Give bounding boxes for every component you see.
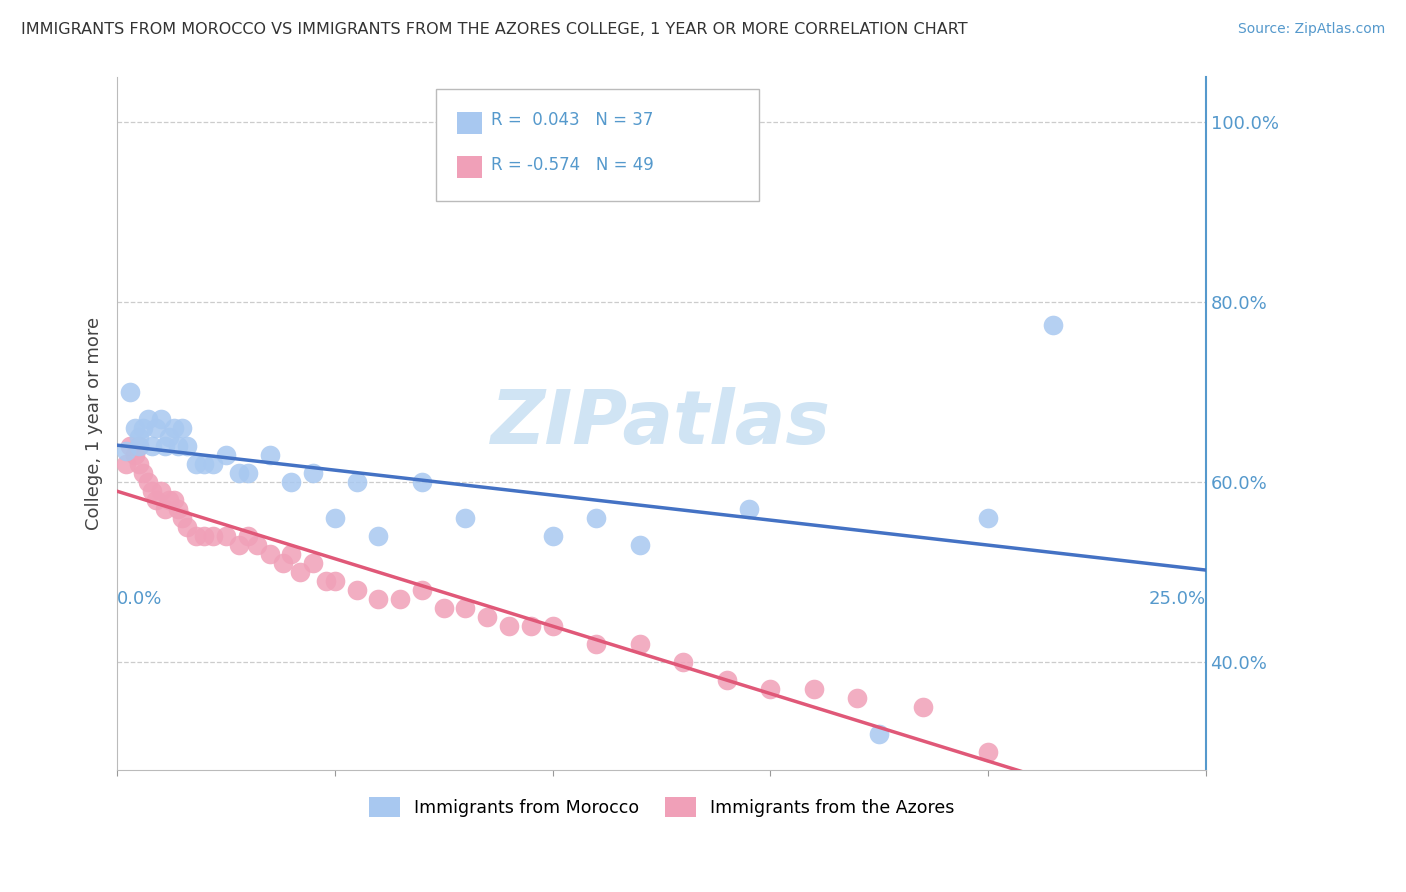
Point [228, 467, 250, 481]
Point [132, 421, 155, 435]
Point [302, 557, 325, 571]
Point [141, 439, 163, 453]
Point [163, 493, 186, 508]
Point [259, 547, 281, 561]
Point [868, 727, 890, 741]
Point [259, 449, 281, 463]
Point [302, 467, 325, 481]
Point [323, 574, 346, 589]
Text: IMMIGRANTS FROM MOROCCO VS IMMIGRANTS FROM THE AZORES COLLEGE, 1 YEAR OR MORE CO: IMMIGRANTS FROM MOROCCO VS IMMIGRANTS FR… [21, 22, 967, 37]
Point [280, 475, 302, 490]
Point [136, 475, 159, 490]
Point [346, 475, 368, 490]
Point [215, 449, 238, 463]
Point [201, 458, 224, 472]
Point [153, 439, 176, 453]
Point [236, 529, 259, 543]
Text: Source: ZipAtlas.com: Source: ZipAtlas.com [1237, 22, 1385, 37]
Point [477, 610, 499, 624]
Point [977, 745, 1000, 759]
Point [367, 592, 389, 607]
Point [433, 601, 456, 615]
Point [172, 421, 194, 435]
Point [228, 538, 250, 552]
Y-axis label: College, 1 year or more: College, 1 year or more [86, 318, 103, 531]
Point [716, 673, 738, 688]
Point [454, 601, 477, 615]
Point [541, 619, 564, 633]
Text: R =  0.043   N = 37: R = 0.043 N = 37 [491, 112, 652, 129]
Legend: Immigrants from Morocco, Immigrants from the Azores: Immigrants from Morocco, Immigrants from… [361, 790, 962, 824]
Point [132, 467, 155, 481]
Point [389, 592, 412, 607]
Point [120, 439, 142, 453]
Point [367, 529, 389, 543]
Point [159, 430, 181, 444]
Point [145, 421, 167, 435]
Point [149, 484, 172, 499]
Point [846, 691, 869, 706]
Point [271, 557, 294, 571]
Point [759, 682, 782, 697]
Point [201, 529, 224, 543]
Point [153, 502, 176, 516]
Point [124, 421, 146, 435]
Point [149, 412, 172, 426]
Point [323, 511, 346, 525]
Text: R = -0.574   N = 49: R = -0.574 N = 49 [491, 156, 654, 174]
Text: ZIPatlas: ZIPatlas [492, 387, 831, 460]
Point [184, 458, 207, 472]
Point [128, 430, 150, 444]
Point [159, 493, 181, 508]
Point [176, 439, 198, 453]
Point [167, 502, 190, 516]
Point [193, 529, 215, 543]
Point [120, 385, 142, 400]
Point [193, 458, 215, 472]
Point [411, 475, 433, 490]
Point [737, 502, 759, 516]
Point [128, 439, 150, 453]
Point [454, 511, 477, 525]
Point [977, 511, 1000, 525]
Point [163, 421, 186, 435]
Point [128, 458, 150, 472]
Point [115, 443, 138, 458]
Point [541, 529, 564, 543]
Text: 0.0%: 0.0% [117, 591, 163, 608]
Point [215, 529, 238, 543]
Point [128, 439, 150, 453]
Point [1042, 318, 1064, 332]
Point [411, 583, 433, 598]
Point [803, 682, 825, 697]
Point [628, 538, 651, 552]
Text: 25.0%: 25.0% [1149, 591, 1206, 608]
Point [315, 574, 337, 589]
Point [288, 566, 311, 580]
Point [520, 619, 543, 633]
Point [585, 511, 607, 525]
Point [136, 412, 159, 426]
Point [498, 619, 520, 633]
Point [172, 511, 194, 525]
Point [280, 547, 302, 561]
Point [167, 439, 190, 453]
Point [236, 467, 259, 481]
Point [115, 458, 138, 472]
Point [672, 656, 695, 670]
Point [585, 637, 607, 651]
Point [628, 637, 651, 651]
Point [911, 700, 934, 714]
Point [346, 583, 368, 598]
Point [141, 484, 163, 499]
Point [176, 520, 198, 534]
Point [245, 538, 267, 552]
Point [145, 493, 167, 508]
Point [184, 529, 207, 543]
Point [124, 449, 146, 463]
